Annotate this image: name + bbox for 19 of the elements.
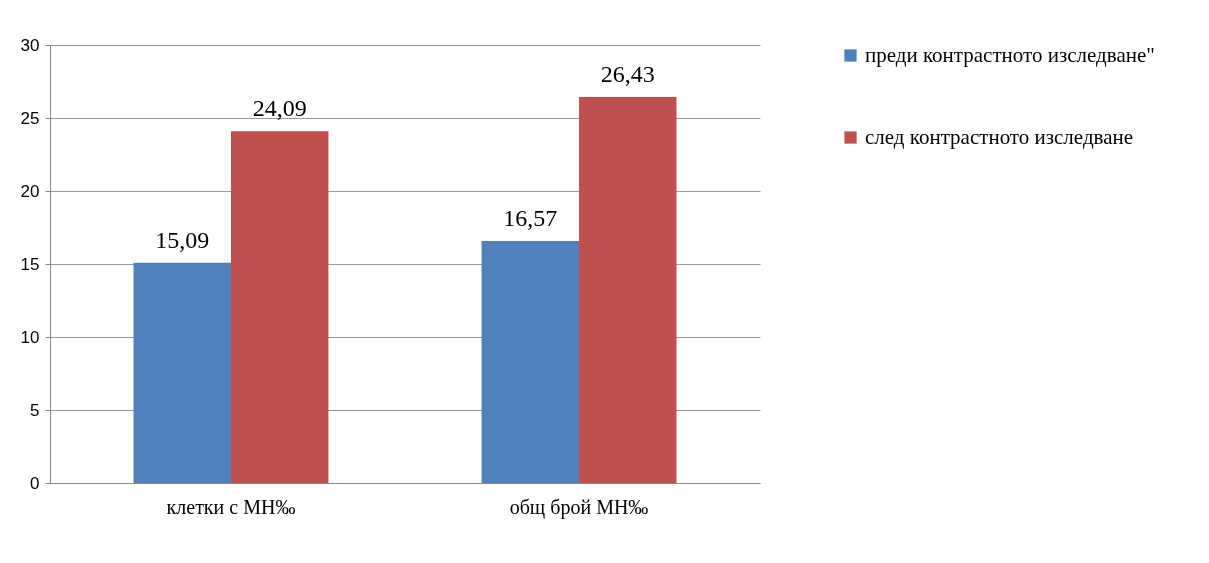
bar xyxy=(133,262,231,483)
data-label: 26,43 xyxy=(600,61,655,88)
bar xyxy=(579,97,677,483)
y-tick-label: 15 xyxy=(20,254,40,274)
bar xyxy=(230,131,329,483)
data-label: 16,57 xyxy=(503,205,558,232)
y-tick-label: 25 xyxy=(20,108,40,128)
data-label: 15,09 xyxy=(155,226,210,253)
legend-label: преди контрастното изследване" xyxy=(865,42,1155,67)
bar xyxy=(481,241,580,483)
y-tick-label: 10 xyxy=(20,327,40,347)
data-label: 24,09 xyxy=(252,95,307,122)
y-tick-label: 5 xyxy=(30,400,40,420)
y-tick-label: 20 xyxy=(20,181,40,201)
x-tick-label: общ брой МН‰ xyxy=(509,495,649,519)
legend-label: след контрастното изследване xyxy=(865,124,1134,149)
x-tick-label: клетки с МН‰ xyxy=(166,495,296,518)
y-tick-label: 0 xyxy=(30,473,40,493)
y-tick-label: 30 xyxy=(20,35,40,55)
